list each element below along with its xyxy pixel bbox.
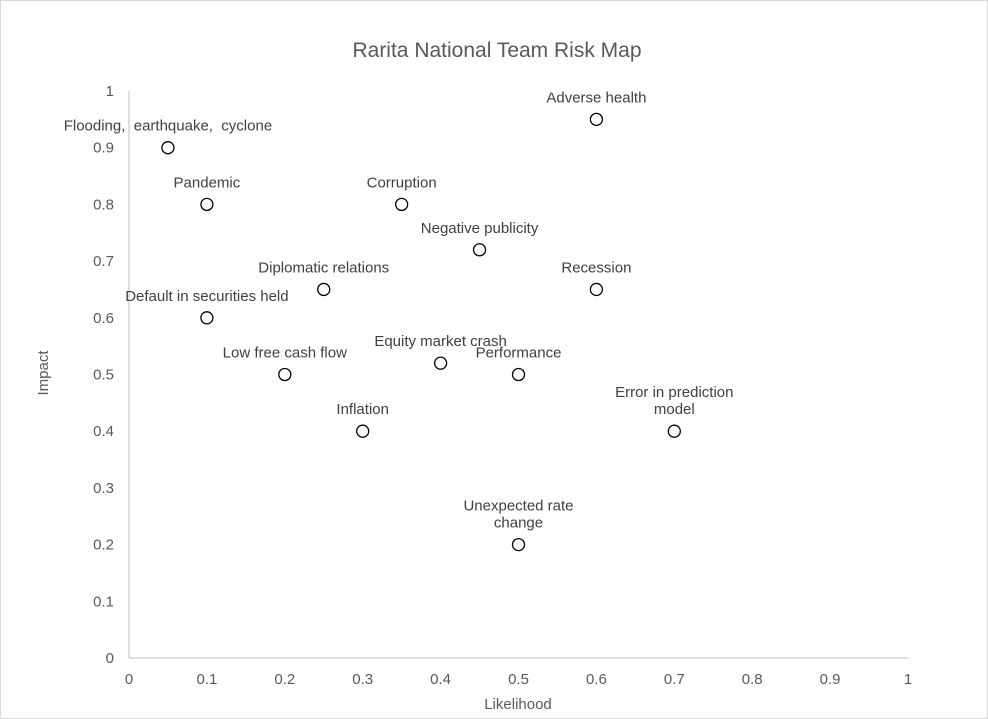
data-point: [200, 311, 214, 325]
data-label-line: Low free cash flow: [223, 345, 347, 362]
data-point: [511, 367, 526, 382]
x-tick-label: 0.6: [586, 671, 607, 688]
x-tick-label: 0.2: [274, 671, 295, 688]
data-label: Adverse health: [546, 89, 646, 106]
data-label-line: Pandemic: [174, 174, 241, 191]
data-label: Pandemic: [174, 174, 241, 191]
data-point: [317, 282, 331, 297]
data-point: [356, 424, 370, 438]
y-tick-label: 0.1: [93, 593, 114, 610]
data-label-line: Negative publicity: [421, 220, 539, 237]
y-tick-label: 0: [106, 650, 114, 667]
y-tick-label: 0.7: [93, 253, 114, 270]
data-label-line: model: [654, 401, 695, 418]
y-tick-label: 0.2: [93, 537, 114, 554]
data-label: Negative publicity: [421, 220, 539, 237]
data-point: [472, 243, 487, 257]
data-label-line: Default in securities held: [125, 288, 288, 305]
x-tick-label: 0: [125, 671, 133, 688]
data-label: Recession: [561, 259, 631, 276]
data-label: Flooding, earthquake, cyclone: [64, 118, 272, 135]
data-point: [667, 424, 681, 438]
data-label: Performance: [476, 345, 562, 362]
x-tick-label: 0.5: [508, 671, 529, 688]
data-label-line: Performance: [476, 345, 562, 362]
y-tick-label: 0.6: [93, 310, 114, 327]
x-tick-label: 0.1: [196, 671, 217, 688]
data-label: Equity market crash: [374, 333, 507, 350]
data-label-line: change: [494, 515, 543, 532]
data-label-line: Diplomatic relations: [258, 259, 389, 276]
data-label: Error in prediction model: [615, 384, 733, 418]
y-axis-label: Impact: [35, 350, 52, 396]
data-point: [589, 112, 604, 126]
x-tick-label: 0.4: [430, 671, 451, 688]
x-tick-label: 0.3: [352, 671, 373, 688]
data-point: [200, 197, 214, 212]
data-point: [278, 367, 292, 382]
data-label-line: Recession: [561, 259, 631, 276]
x-tick-label: 1: [904, 671, 912, 688]
data-points: [161, 112, 681, 552]
y-tick-labels: 0 0.1 0.2 0.3 0.4 0.5 0.6 0.7 0.8 0.9 1: [93, 83, 114, 667]
y-tick-label: 0.9: [93, 140, 114, 157]
y-tick-label: 1: [106, 83, 114, 100]
y-tick-label: 0.4: [93, 423, 114, 440]
data-labels: Flooding, earthquake, cyclone Adverse hea…: [64, 89, 734, 531]
x-tick-label: 0.9: [820, 671, 841, 688]
x-tick-label: 0.7: [664, 671, 685, 688]
data-point: [161, 141, 175, 155]
data-label-line: Adverse health: [546, 89, 646, 106]
data-point: [394, 197, 409, 212]
x-tick-label: 0.8: [742, 671, 763, 688]
data-label: Low free cash flow: [223, 345, 347, 362]
y-tick-label: 0.8: [93, 196, 114, 213]
data-label: Corruption: [367, 174, 437, 191]
data-label-line: Inflation: [336, 401, 389, 418]
data-label: Inflation: [336, 401, 389, 418]
data-label: Unexpected rate change: [463, 498, 573, 532]
data-label-line: Corruption: [367, 174, 437, 191]
data-label: Default in securities held: [125, 288, 288, 305]
data-label-line: Equity market crash: [374, 333, 507, 350]
data-label-line: Error in prediction: [615, 384, 733, 401]
x-axis-label: Likelihood: [484, 696, 552, 713]
data-label-line: Unexpected rate: [463, 498, 573, 515]
x-tick-labels: 0 0.1 0.2 0.3 0.4 0.5 0.6 0.7 0.8 0.9 1: [125, 671, 912, 688]
data-point: [589, 282, 604, 297]
data-point: [433, 356, 448, 370]
data-label: Diplomatic relations: [258, 259, 389, 276]
chart-title: Rarita National Team Risk Map: [352, 39, 641, 62]
data-point: [511, 537, 526, 552]
data-label-line: Flooding, earthquake, cyclone: [64, 118, 272, 135]
y-tick-label: 0.3: [93, 480, 114, 497]
y-tick-label: 0.5: [93, 367, 114, 384]
